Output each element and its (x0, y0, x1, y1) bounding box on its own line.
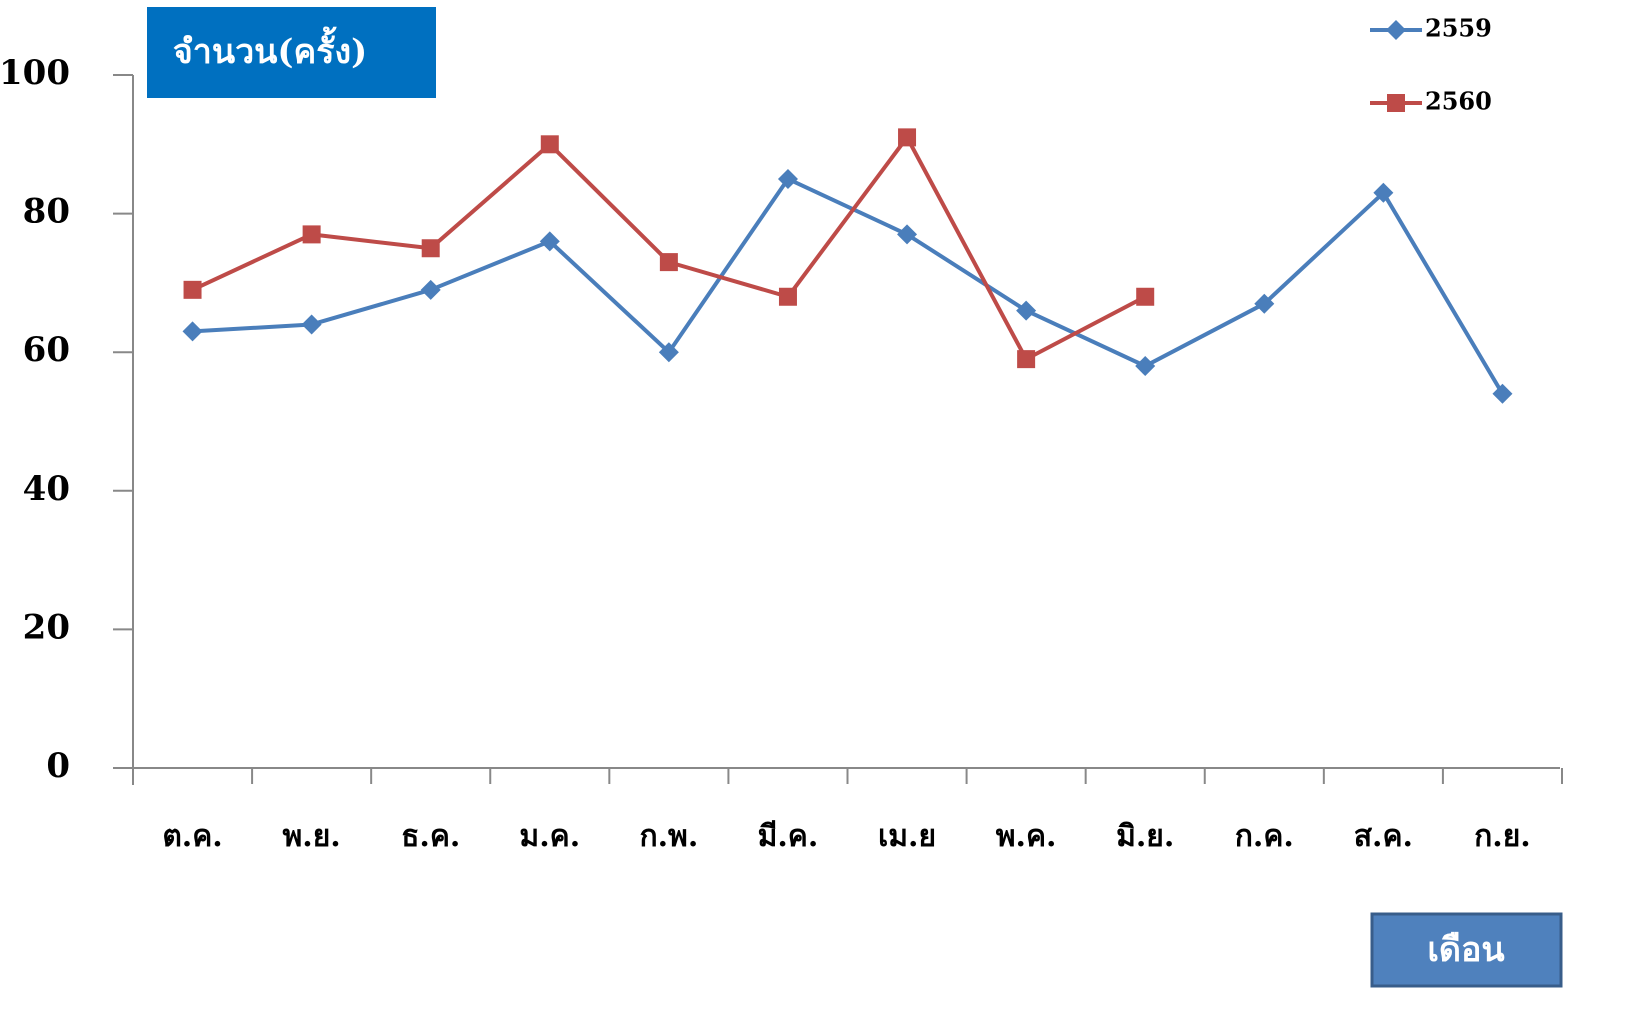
legend-marker (1386, 20, 1406, 40)
data-point (420, 279, 441, 300)
data-point (658, 342, 679, 363)
x-tick-label: ก.ค. (1235, 819, 1294, 854)
y-tick-label: 100 (0, 53, 70, 93)
y-axis-label: จำนวน(ครั้ง) (173, 26, 367, 72)
x-tick-label: ก.พ. (639, 819, 698, 854)
x-tick-label: ก.ย. (1474, 819, 1531, 854)
x-label-box (1370, 912, 1563, 988)
data-point (302, 225, 321, 244)
y-label-box (147, 7, 436, 98)
x-axis-label: เดือน (1427, 930, 1504, 970)
data-point (777, 168, 798, 189)
data-point (301, 314, 322, 335)
legend-label: 2560 (1425, 87, 1492, 116)
y-tick-label: 60 (23, 330, 70, 370)
data-point (898, 128, 917, 147)
data-point (182, 321, 203, 342)
x-tick-label: พ.ย. (283, 819, 341, 854)
data-point (540, 135, 559, 154)
data-point (1254, 293, 1275, 314)
data-point (539, 231, 560, 252)
y-tick-label: 80 (23, 192, 70, 232)
x-tick-label: ต.ค. (162, 819, 222, 854)
y-tick-label: 0 (46, 746, 70, 786)
x-tick-label: ม.ค. (519, 819, 580, 854)
data-point (1492, 383, 1513, 404)
data-point (1135, 356, 1156, 377)
y-tick-label: 20 (23, 607, 70, 647)
y-tick-label: 40 (23, 469, 70, 509)
series-line (192, 176, 1505, 395)
data-point (1136, 287, 1155, 306)
data-point (421, 239, 440, 258)
data-point (897, 224, 918, 245)
x-tick-label: ส.ค. (1354, 819, 1413, 854)
x-tick-label: เม.ย (878, 819, 936, 854)
x-tick-label: มิ.ย. (1116, 819, 1174, 854)
data-point (659, 253, 678, 272)
x-tick-label: ธ.ค. (401, 819, 460, 854)
x-tick-label: มี.ค. (758, 819, 819, 854)
legend-marker (1387, 94, 1405, 112)
x-tick-label: พ.ค. (996, 819, 1057, 854)
data-point (1373, 182, 1394, 203)
data-point (1016, 300, 1037, 321)
data-point (1017, 350, 1036, 369)
data-point (778, 287, 797, 306)
legend-label: 2559 (1425, 14, 1492, 43)
series-line (191, 135, 1147, 362)
data-point (183, 280, 202, 299)
